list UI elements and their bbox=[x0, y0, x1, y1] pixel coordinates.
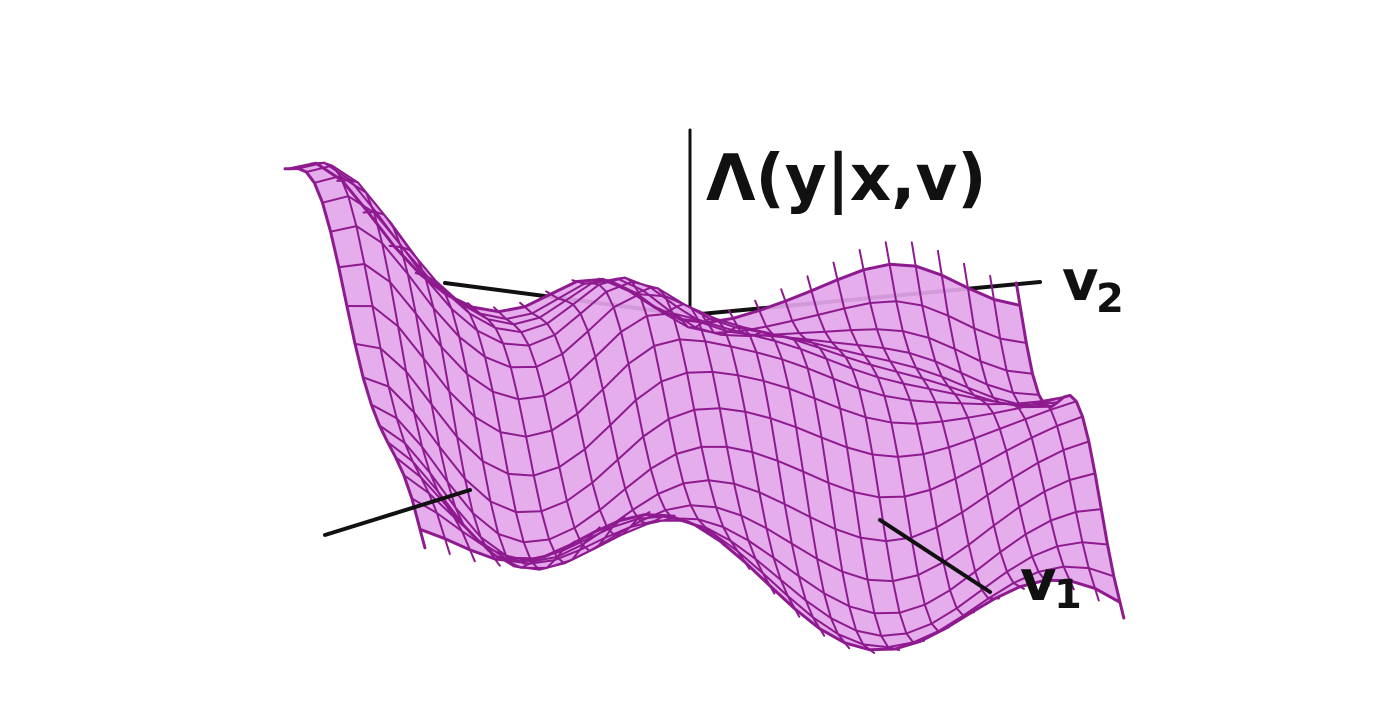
v1-label: v 1 bbox=[1020, 549, 1082, 618]
grid-line-w bbox=[388, 244, 526, 565]
v2-label-letter: v bbox=[1062, 249, 1099, 314]
grid-line-w bbox=[649, 303, 776, 595]
v2-label-subscript: 2 bbox=[1096, 276, 1124, 322]
grid-line-w bbox=[858, 249, 975, 617]
grid-line-w bbox=[780, 288, 901, 652]
grid-line-w bbox=[414, 272, 551, 569]
grid-line-w bbox=[701, 315, 826, 637]
grid-line-w bbox=[754, 299, 876, 654]
grid-line-w bbox=[571, 279, 701, 529]
grid-line-w bbox=[884, 241, 1000, 600]
grid-line-w bbox=[963, 262, 1075, 591]
z-axis-label: Λ(y|x,v) bbox=[706, 142, 986, 216]
grid-line-w bbox=[440, 290, 576, 571]
grid-line-w bbox=[806, 275, 926, 644]
grid-line-w bbox=[936, 249, 1050, 587]
grid-line-w bbox=[466, 302, 601, 565]
grid-line-w bbox=[310, 161, 451, 556]
v2-label: v 2 bbox=[1062, 249, 1124, 322]
grid-line-w bbox=[1014, 281, 1126, 620]
v1-label-letter: v bbox=[1020, 549, 1057, 614]
v1-label-subscript: 1 bbox=[1054, 572, 1082, 618]
grid-line-w bbox=[283, 167, 427, 550]
surface-mesh bbox=[283, 161, 1126, 654]
grid-line-w bbox=[362, 211, 501, 567]
grid-line-w bbox=[545, 290, 676, 525]
grid-line-w bbox=[728, 309, 851, 650]
axis-v1 bbox=[323, 488, 472, 537]
grid-line-w bbox=[623, 286, 751, 570]
grid-line-w bbox=[832, 261, 950, 633]
grid-line-w bbox=[675, 313, 801, 618]
axes-front bbox=[323, 488, 992, 594]
grid-line-w bbox=[493, 306, 626, 552]
grid-line-w bbox=[597, 276, 726, 547]
grid-line-w bbox=[519, 301, 651, 537]
grid-line-w bbox=[336, 179, 476, 563]
axis-v1-front bbox=[878, 518, 992, 594]
grid-line-w bbox=[910, 241, 1025, 590]
surface-fill bbox=[289, 162, 1121, 651]
